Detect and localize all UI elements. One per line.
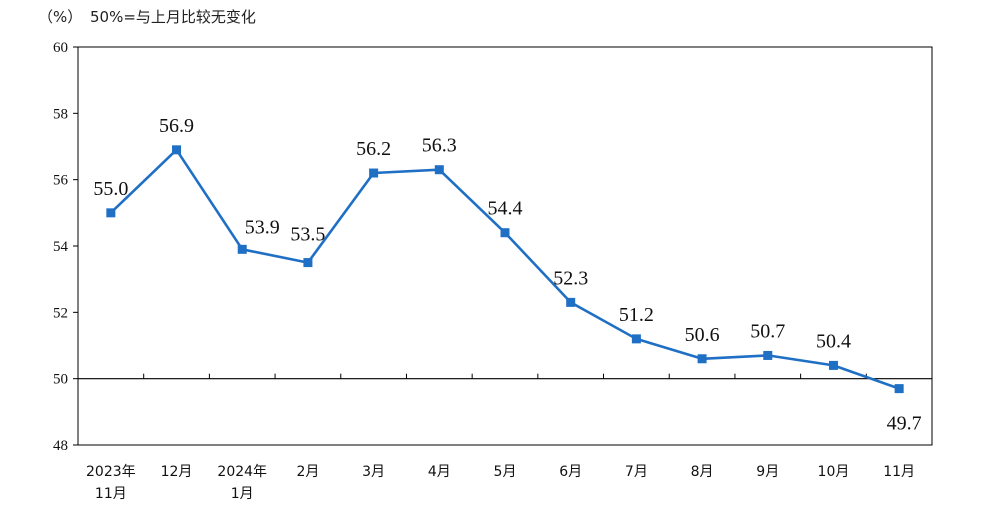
data-label: 52.3 <box>553 267 588 289</box>
data-label: 56.9 <box>159 115 194 137</box>
x-tick-label: 2月 <box>296 464 319 480</box>
data-label: 50.4 <box>816 330 851 352</box>
x-tick-label: 11月 <box>883 464 915 480</box>
x-tick-label: 3月 <box>362 464 385 480</box>
data-label: 49.7 <box>887 413 922 435</box>
x-tick-label: 11月 <box>95 486 127 502</box>
data-point-marker <box>434 165 444 175</box>
data-label: 51.2 <box>619 304 654 326</box>
x-tick-label: 2023年 <box>86 464 136 480</box>
data-point-marker <box>566 297 576 307</box>
data-label: 54.4 <box>488 198 523 220</box>
y-tick-label: 54 <box>53 239 69 255</box>
data-point-marker <box>303 258 313 268</box>
y-tick-label: 56 <box>53 173 69 189</box>
data-point-marker <box>763 350 773 360</box>
data-label: 50.7 <box>750 320 785 342</box>
series-line <box>109 148 900 390</box>
data-point-marker <box>828 360 838 370</box>
data-label: 50.6 <box>685 324 720 346</box>
data-point-marker <box>237 244 247 254</box>
data-label: 55.0 <box>93 178 128 200</box>
y-axis-unit-label: （%） <box>38 8 83 26</box>
data-point-marker <box>500 228 510 238</box>
x-tick-label: 9月 <box>756 464 779 480</box>
baseline-note: 50%=与上月比较无变化 <box>90 8 256 26</box>
x-tick-label: 6月 <box>559 464 582 480</box>
x-tick-label: 12月 <box>161 464 193 480</box>
data-point-marker <box>631 334 641 344</box>
data-point-marker <box>369 168 379 178</box>
data-label: 56.3 <box>422 135 457 157</box>
data-point-marker <box>697 354 707 364</box>
x-tick-label: 4月 <box>428 464 451 480</box>
data-point-marker <box>894 384 904 394</box>
data-point-marker <box>106 208 116 218</box>
y-tick-label: 60 <box>53 40 68 56</box>
plot-frame <box>77 46 933 446</box>
data-point-marker <box>172 145 182 155</box>
data-label: 53.5 <box>290 224 325 246</box>
data-label: 53.9 <box>245 216 280 238</box>
x-tick-label: 10月 <box>818 464 850 480</box>
x-tick-label: 1月 <box>231 486 254 502</box>
x-tick-label: 8月 <box>691 464 714 480</box>
x-tick-label: 2024年 <box>217 464 267 480</box>
y-tick-label: 58 <box>53 106 68 122</box>
x-tick-label: 5月 <box>494 464 517 480</box>
y-tick-label: 48 <box>53 438 68 454</box>
y-tick-label: 52 <box>53 305 68 321</box>
x-tick-label: 7月 <box>625 464 648 480</box>
data-label: 56.2 <box>356 138 391 160</box>
y-tick-label: 50 <box>53 372 68 388</box>
